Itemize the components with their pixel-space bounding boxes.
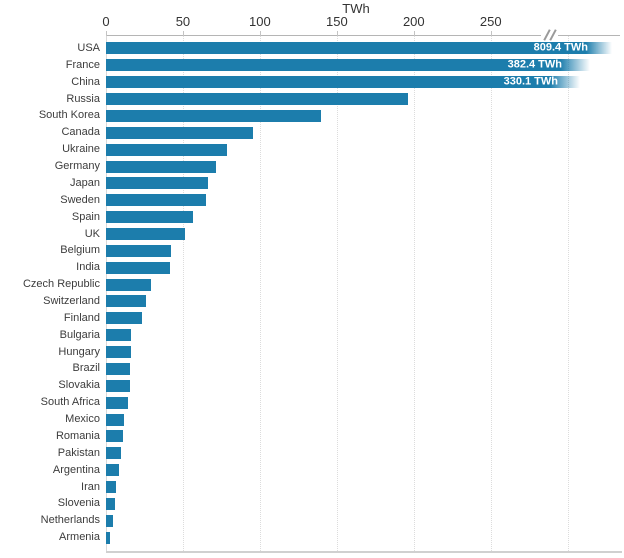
bar [106, 295, 147, 308]
gridline [336, 36, 338, 551]
x-axis-tick-label: 200 [402, 14, 425, 29]
x-axis-tick-label: 100 [249, 14, 271, 29]
bar: 382.4 TWh [106, 58, 590, 72]
category-label: Iran [81, 480, 100, 493]
x-axis-tick-mark [182, 31, 184, 36]
category-label: India [76, 261, 100, 274]
gridline [413, 36, 415, 551]
x-axis-tick-mark [413, 31, 415, 36]
bar: 809.4 TWh [106, 41, 612, 55]
bar [106, 261, 170, 274]
category-label: Japan [70, 176, 100, 189]
x-axis-tick-label: 0 [102, 14, 110, 29]
x-axis-tick-label: 250 [479, 14, 502, 29]
bar-value-label: 809.4 TWh [533, 41, 588, 54]
axis-title: TWh [342, 1, 370, 16]
category-label: Spain [71, 210, 100, 223]
category-label: Armenia [59, 531, 100, 544]
category-label: Hungary [58, 345, 100, 358]
category-label: Slovenia [57, 497, 100, 510]
bar [106, 531, 111, 544]
bar [106, 143, 228, 156]
x-axis-bottom-line [106, 551, 622, 553]
category-label: UK [84, 227, 100, 240]
category-label: Brazil [72, 362, 100, 375]
x-axis-line [106, 35, 620, 36]
bar [106, 379, 131, 392]
category-label: Switzerland [43, 294, 100, 307]
gridline [182, 36, 184, 551]
x-axis-tick-mark [259, 31, 261, 36]
category-label: Argentina [52, 463, 100, 476]
bar [106, 447, 121, 460]
category-label: Mexico [65, 413, 100, 426]
category-label: Canada [61, 126, 100, 139]
plot-left-edge-line [106, 36, 107, 551]
bar [106, 126, 254, 139]
bar [106, 177, 208, 190]
category-label: Sweden [60, 193, 100, 206]
bar [106, 211, 194, 224]
gridline [259, 36, 261, 551]
bar [106, 413, 124, 426]
category-label: Romania [55, 429, 100, 442]
category-label: China [71, 75, 100, 88]
category-label: Germany [54, 160, 100, 173]
bar [106, 481, 117, 494]
category-label: South Africa [40, 396, 100, 409]
bar [106, 93, 408, 106]
bar [106, 160, 217, 173]
x-axis-tick-mark [490, 31, 492, 36]
bar [106, 396, 128, 409]
category-label: Netherlands [40, 514, 100, 527]
category-label: Czech Republic [22, 278, 100, 291]
category-label: Finland [63, 311, 100, 324]
bar [106, 430, 123, 443]
category-label: Pakistan [57, 446, 100, 459]
category-label: Russia [66, 92, 100, 105]
x-axis-tick-label: 50 [175, 14, 191, 29]
x-axis-tick-mark [336, 31, 338, 36]
bar [106, 244, 171, 257]
bar [106, 497, 116, 510]
bar [106, 464, 120, 477]
bar [106, 194, 207, 207]
bar [106, 346, 131, 359]
x-axis-tick-label: 150 [325, 14, 348, 29]
axis-break-gap [541, 32, 558, 39]
bar [106, 329, 132, 342]
category-label: USA [77, 41, 100, 54]
category-label: France [65, 58, 100, 71]
gridline [567, 36, 569, 551]
bar [106, 228, 186, 240]
bar [106, 109, 321, 122]
bar [106, 312, 143, 325]
category-label: Bulgaria [59, 328, 100, 341]
bar [106, 278, 151, 291]
bar [106, 514, 113, 527]
gridline [490, 36, 492, 551]
category-label: Belgium [60, 244, 100, 257]
bar [106, 362, 131, 375]
category-label: Slovakia [58, 379, 100, 392]
bar-value-label: 330.1 TWh [503, 75, 558, 88]
bar: 330.1 TWh [106, 75, 580, 89]
x-axis-tick-mark [106, 31, 107, 36]
category-label: Ukraine [62, 143, 100, 156]
category-label: South Korea [38, 109, 100, 122]
bar-value-label: 382.4 TWh [507, 58, 562, 71]
